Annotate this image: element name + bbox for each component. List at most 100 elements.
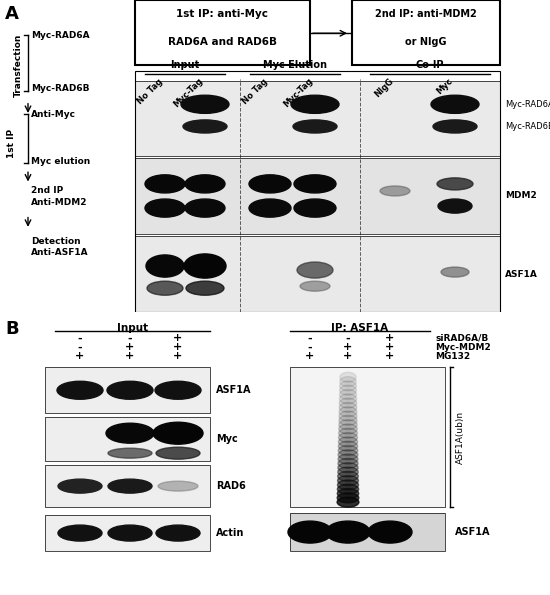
Text: Myc elution: Myc elution <box>31 156 90 166</box>
Ellipse shape <box>146 255 184 277</box>
Text: -: - <box>78 342 82 352</box>
Ellipse shape <box>337 484 359 494</box>
Text: Input: Input <box>170 60 200 70</box>
Text: Transfection: Transfection <box>14 34 23 97</box>
Ellipse shape <box>156 447 200 459</box>
Text: 2nd IP
Anti-MDM2: 2nd IP Anti-MDM2 <box>31 186 87 206</box>
Text: RAD6A and RAD6B: RAD6A and RAD6B <box>168 37 277 48</box>
Ellipse shape <box>108 525 152 541</box>
Text: B: B <box>5 320 19 339</box>
Text: Myc-Tag: Myc-Tag <box>172 77 205 109</box>
Text: +: + <box>386 333 395 343</box>
Ellipse shape <box>293 120 337 133</box>
Ellipse shape <box>185 199 225 217</box>
Text: Myc-RAD6A: Myc-RAD6A <box>505 100 550 109</box>
Ellipse shape <box>441 267 469 277</box>
Text: +: + <box>125 342 135 352</box>
Ellipse shape <box>107 381 153 399</box>
Bar <box>290 367 445 507</box>
Ellipse shape <box>158 481 198 491</box>
Bar <box>45 367 210 413</box>
Bar <box>135 158 500 234</box>
Ellipse shape <box>300 281 330 291</box>
Text: -: - <box>128 333 133 343</box>
Ellipse shape <box>340 377 356 387</box>
Ellipse shape <box>184 254 226 278</box>
Ellipse shape <box>147 281 183 295</box>
Ellipse shape <box>337 488 359 499</box>
Text: Myc-Tag: Myc-Tag <box>282 77 315 109</box>
Text: +: + <box>125 351 135 361</box>
Ellipse shape <box>294 199 336 217</box>
Text: -: - <box>307 333 312 343</box>
Text: IP: ASF1A: IP: ASF1A <box>332 323 388 333</box>
Ellipse shape <box>185 175 225 193</box>
Ellipse shape <box>57 381 103 399</box>
Ellipse shape <box>326 521 370 543</box>
Ellipse shape <box>58 525 102 541</box>
Ellipse shape <box>337 493 359 503</box>
Text: ASF1A: ASF1A <box>505 270 538 278</box>
Text: Myc-RAD6B: Myc-RAD6B <box>505 122 550 131</box>
Bar <box>45 515 210 551</box>
Bar <box>45 417 210 461</box>
Text: +: + <box>173 351 183 361</box>
Ellipse shape <box>108 448 152 458</box>
Text: Myc-RAD6A: Myc-RAD6A <box>31 31 90 40</box>
Text: siRAD6A/B: siRAD6A/B <box>435 334 488 343</box>
Ellipse shape <box>339 385 356 395</box>
Text: -: - <box>346 333 350 343</box>
Ellipse shape <box>156 525 200 541</box>
Ellipse shape <box>339 402 357 412</box>
Bar <box>45 417 210 461</box>
Ellipse shape <box>297 262 333 278</box>
Ellipse shape <box>338 467 358 477</box>
Text: or NIgG: or NIgG <box>405 37 447 48</box>
Ellipse shape <box>338 471 359 481</box>
Ellipse shape <box>186 281 224 295</box>
Ellipse shape <box>338 433 358 443</box>
Text: RAD6: RAD6 <box>216 481 246 491</box>
Ellipse shape <box>338 454 358 464</box>
Ellipse shape <box>155 381 201 399</box>
Text: No Tag: No Tag <box>136 77 165 105</box>
Bar <box>45 515 210 551</box>
Text: Co-IP: Co-IP <box>416 60 444 70</box>
Ellipse shape <box>291 95 339 114</box>
Ellipse shape <box>339 428 358 439</box>
Text: No Tag: No Tag <box>241 77 270 105</box>
Ellipse shape <box>340 372 356 382</box>
Bar <box>45 367 210 413</box>
Text: -: - <box>78 333 82 343</box>
Ellipse shape <box>339 415 357 425</box>
Text: +: + <box>343 351 353 361</box>
Ellipse shape <box>438 199 472 213</box>
Text: Myc-MDM2: Myc-MDM2 <box>435 343 491 352</box>
Text: MG132: MG132 <box>435 352 470 361</box>
Ellipse shape <box>437 178 473 190</box>
Bar <box>45 465 210 507</box>
Ellipse shape <box>339 390 356 399</box>
Ellipse shape <box>294 175 336 193</box>
Ellipse shape <box>153 422 203 444</box>
Ellipse shape <box>431 95 479 114</box>
Ellipse shape <box>338 458 358 468</box>
Text: MDM2: MDM2 <box>505 192 537 201</box>
Ellipse shape <box>339 424 358 434</box>
Ellipse shape <box>106 423 154 443</box>
Bar <box>290 513 445 551</box>
Text: +: + <box>386 351 395 361</box>
Ellipse shape <box>339 394 357 404</box>
Text: Input: Input <box>117 323 148 333</box>
Ellipse shape <box>338 437 358 447</box>
Ellipse shape <box>368 521 412 543</box>
Text: Myc-RAD6B: Myc-RAD6B <box>31 84 90 93</box>
Ellipse shape <box>338 450 358 460</box>
Ellipse shape <box>338 480 359 490</box>
Text: ASF1A: ASF1A <box>216 385 251 395</box>
Ellipse shape <box>249 199 291 217</box>
Text: 2nd IP: anti-MDM2: 2nd IP: anti-MDM2 <box>375 9 477 19</box>
Bar <box>352 0 500 65</box>
Ellipse shape <box>339 381 356 391</box>
Text: +: + <box>305 351 315 361</box>
